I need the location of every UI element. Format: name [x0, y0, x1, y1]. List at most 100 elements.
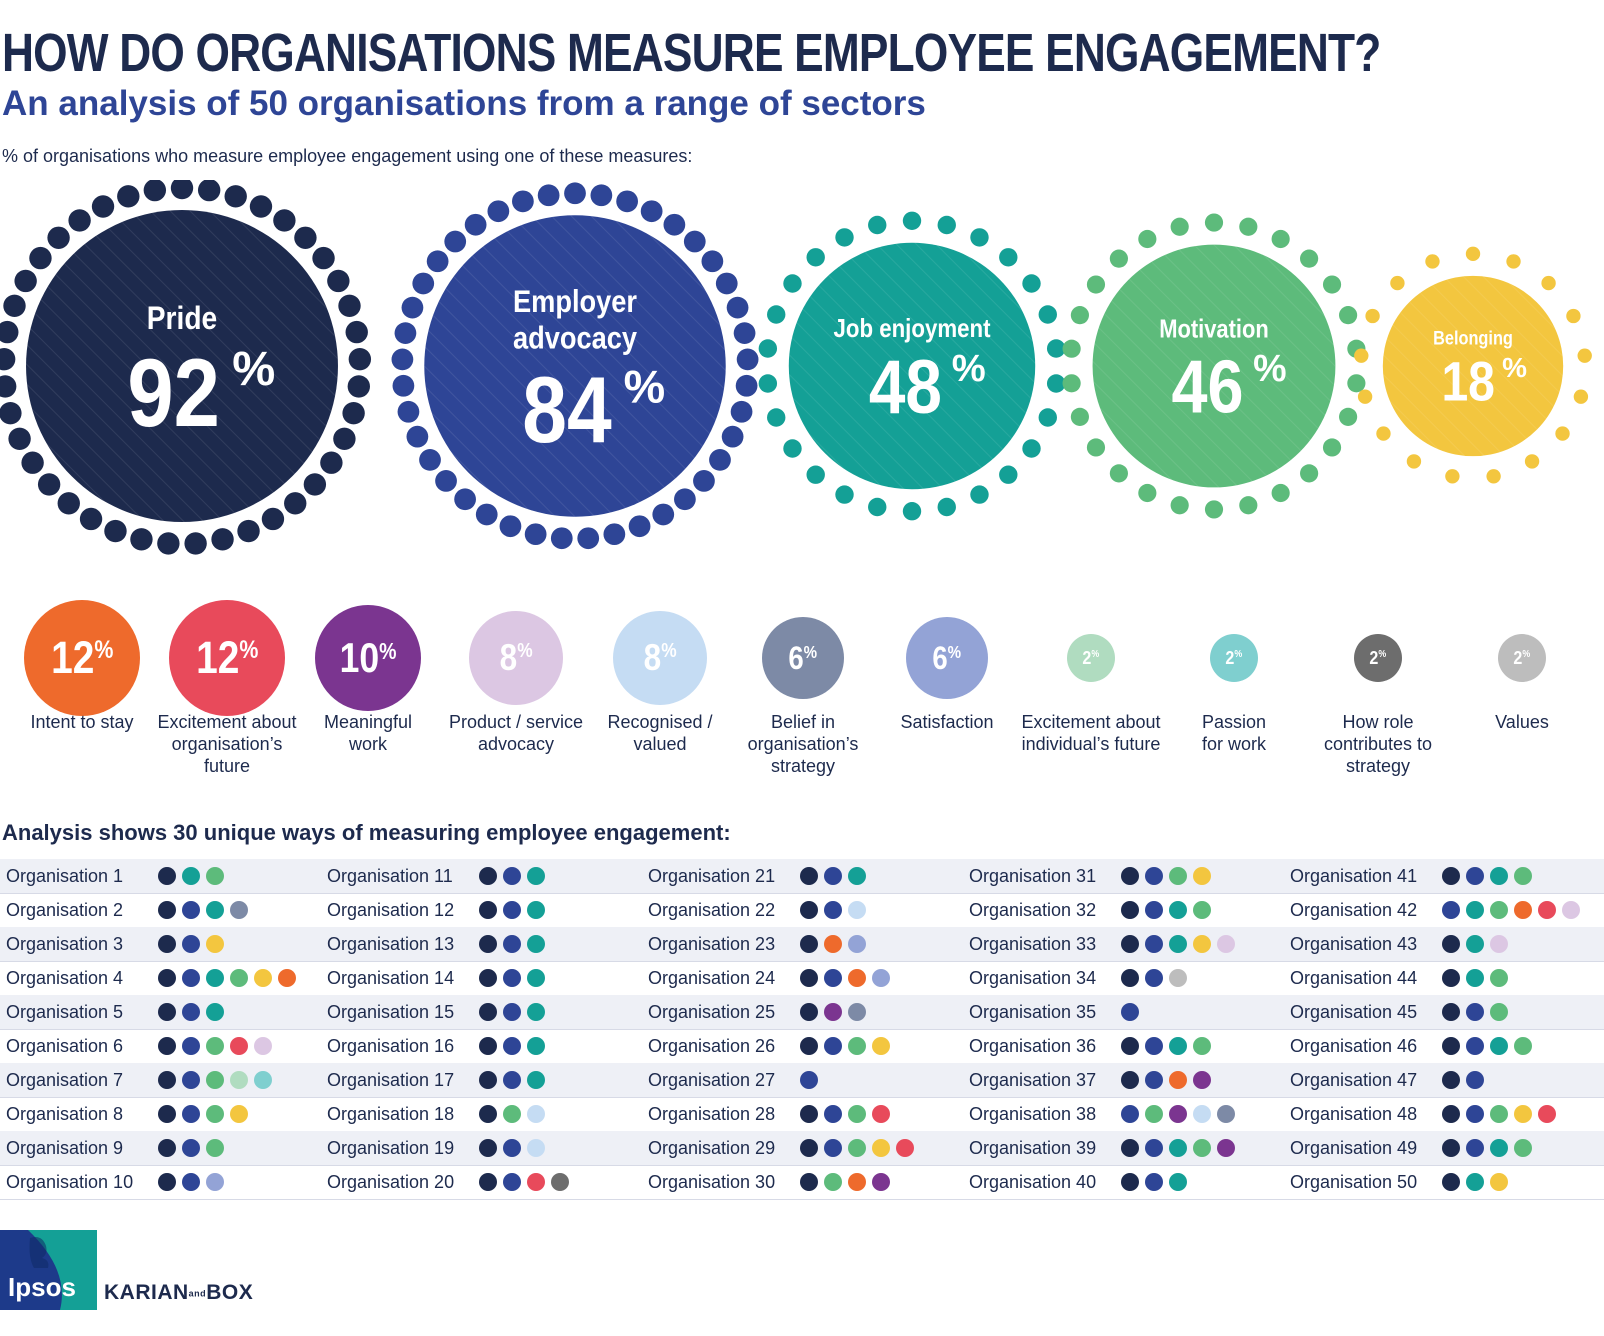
- karian-logo-and: and: [188, 1288, 207, 1299]
- measure-dot-pride: [158, 1071, 176, 1089]
- measure-dot-pride: [800, 1105, 818, 1123]
- measure-dot-motivation: [848, 1105, 866, 1123]
- bubble-ring-dot: [1445, 469, 1460, 484]
- measure-dot-excitement_org_future: [896, 1139, 914, 1157]
- organisation-cell: Organisation 48: [1290, 1097, 1556, 1131]
- measure-dots: [800, 969, 890, 987]
- organisation-name: Organisation 38: [969, 1103, 1097, 1124]
- measure-dot-pride: [158, 1139, 176, 1157]
- measure-dot-pride: [479, 1105, 497, 1123]
- measure-dot-job_enjoyment: [848, 867, 866, 885]
- measure-dots: [1121, 969, 1187, 987]
- measure-dot-belonging: [872, 1139, 890, 1157]
- measure-dot-pride: [158, 1173, 176, 1191]
- bubble-ring-dot: [524, 523, 547, 546]
- small-bubble-circle-passion_for_work: 2%: [1210, 634, 1258, 682]
- measure-dot-employer_advocacy: [1145, 901, 1163, 919]
- measure-dot-employer_advocacy: [503, 1037, 521, 1055]
- measure-dot-product_service_advocacy: [254, 1037, 272, 1055]
- organisation-cell: Organisation 20: [327, 1165, 569, 1199]
- measure-dot-belonging: [1490, 1173, 1508, 1191]
- measure-dots: [1121, 1105, 1235, 1123]
- measure-dots: [1442, 935, 1508, 953]
- bubble-value-employer_advocacy: 84: [522, 358, 611, 462]
- measure-dot-belief_strategy: [848, 1003, 866, 1021]
- organisation-cell: Organisation 26: [648, 1029, 890, 1063]
- bubble-ring-dot: [197, 180, 221, 202]
- bubble-ring-dot: [1541, 275, 1556, 291]
- bubble-ring-dot: [0, 347, 16, 371]
- measure-dots: [479, 901, 545, 919]
- organisation-cell: Organisation 28: [648, 1097, 890, 1131]
- organisation-cell: Organisation 33: [969, 927, 1235, 961]
- bubble-ring-dot: [3, 294, 26, 318]
- measure-dot-employer_advocacy: [1145, 867, 1163, 885]
- measure-dots: [800, 935, 866, 953]
- measure-dot-employer_advocacy: [503, 935, 521, 953]
- organisation-cell: Organisation 49: [1290, 1131, 1532, 1165]
- organisation-name: Organisation 14: [327, 967, 455, 988]
- bubble-ring-dot: [735, 374, 758, 397]
- small-bubble-passion_for_work: 2% Passion for work: [1159, 596, 1309, 806]
- measure-dot-pride: [1442, 1139, 1460, 1157]
- organisation-name: Organisation 45: [1290, 1001, 1418, 1022]
- measure-dot-belonging: [1193, 935, 1211, 953]
- measure-dot-employer_advocacy: [503, 901, 521, 919]
- measure-dot-pride: [1442, 1071, 1460, 1089]
- measure-dot-excitement_org_future: [872, 1105, 890, 1123]
- bubble-ring-dot: [37, 473, 61, 496]
- organisation-cell: Organisation 15: [327, 995, 545, 1029]
- small-bubble-percent: %: [239, 635, 259, 664]
- organisation-name: Organisation 36: [969, 1035, 1097, 1056]
- measure-dots: [1121, 935, 1235, 953]
- measure-dot-pride: [1121, 1139, 1139, 1157]
- measure-dot-product_service_advocacy: [1562, 901, 1580, 919]
- bubble-ring-dot: [1390, 275, 1405, 291]
- bubble-ring-dot: [312, 246, 335, 270]
- measure-dot-job_enjoyment: [206, 1003, 224, 1021]
- measure-dot-employer_advocacy: [1466, 1037, 1484, 1055]
- small-bubble-number: 8: [499, 637, 518, 678]
- measure-dot-pride: [479, 935, 497, 953]
- measure-dot-employer_advocacy: [1145, 1071, 1163, 1089]
- measure-dots: [1121, 1139, 1235, 1157]
- measure-dots: [1442, 1139, 1532, 1157]
- organisation-name: Organisation 46: [1290, 1035, 1418, 1056]
- organisation-name: Organisation 28: [648, 1103, 776, 1124]
- organisation-cell: Organisation 44: [1290, 961, 1508, 995]
- small-bubble-value-recognised_valued: 8%: [644, 637, 677, 679]
- bubble-ring-dot: [426, 250, 449, 273]
- bubble-ring-dot: [224, 185, 247, 208]
- bubble-ring-dot: [693, 470, 715, 492]
- organisation-cell: Organisation 29: [648, 1131, 914, 1165]
- bubble-label-belonging: Belonging: [1433, 328, 1513, 349]
- organisation-cell: Organisation 3: [6, 927, 224, 961]
- measure-dot-pride: [158, 935, 176, 953]
- bubble-ring-dot: [1566, 308, 1581, 324]
- measure-dot-intent_to_stay: [848, 969, 866, 987]
- measure-dot-pride: [158, 867, 176, 885]
- bubble-ring-dot: [1365, 308, 1380, 324]
- bubble-ring-dot: [1170, 217, 1189, 236]
- bubble-ring-dot: [663, 213, 686, 236]
- measure-dots: [479, 969, 545, 987]
- measure-dot-pride: [158, 969, 176, 987]
- small-bubble-meaningful_work: 10% Meaningful work: [293, 596, 443, 806]
- bubble-ring-dot: [1524, 454, 1540, 469]
- measure-dot-pride: [479, 901, 497, 919]
- bubble-ring-dot: [170, 180, 194, 200]
- measure-dot-pride: [158, 1003, 176, 1021]
- measure-dot-product_service_advocacy: [1490, 935, 1508, 953]
- bubble-ring-dot: [1070, 306, 1089, 325]
- small-bubble-label-intent_to_stay: Intent to stay: [30, 712, 134, 732]
- organisation-cell: Organisation 2: [6, 893, 248, 927]
- organisation-cell: Organisation 14: [327, 961, 545, 995]
- small-bubble-percent: %: [1091, 648, 1100, 660]
- bubble-ring-dot: [1109, 249, 1128, 268]
- bubble-ring-dot: [1354, 348, 1369, 363]
- measure-dots: [1121, 1173, 1187, 1191]
- small-bubble-value-belief_strategy: 6%: [789, 640, 818, 677]
- bubble-ring-dot: [1022, 274, 1041, 293]
- measure-dot-employer_advocacy: [1466, 1139, 1484, 1157]
